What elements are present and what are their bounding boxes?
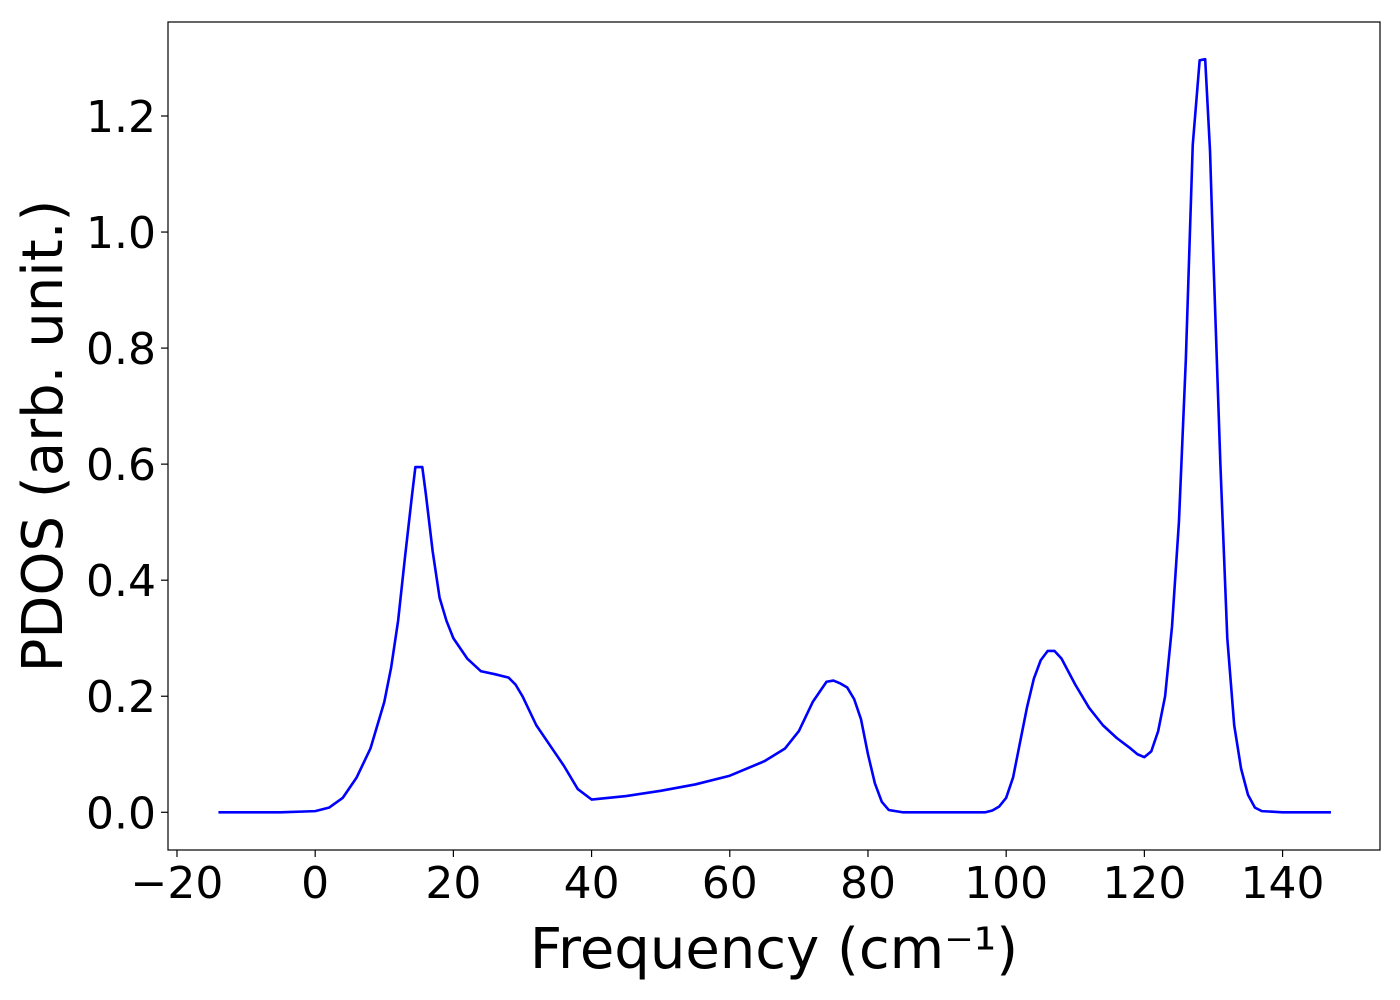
x-tick-label: 40	[564, 858, 620, 909]
y-tick-label: 0.6	[86, 440, 156, 491]
x-tick-label: 80	[840, 858, 896, 909]
x-tick-label: 60	[702, 858, 758, 909]
y-tick-label: 0.8	[86, 324, 156, 375]
x-axis-label: Frequency (cm⁻¹)	[530, 917, 1018, 982]
y-tick-label: 0.4	[86, 556, 156, 607]
data-line	[218, 57, 1331, 814]
plot-frame	[167, 21, 1381, 851]
y-tick-label: 0.0	[86, 788, 156, 839]
y-axis-label: PDOS (arb. unit.)	[11, 200, 76, 673]
x-tick-label: 140	[1241, 858, 1325, 909]
x-tick-label: 100	[964, 858, 1048, 909]
x-tick-label: 120	[1102, 858, 1186, 909]
y-tick-label: 1.2	[86, 92, 156, 143]
x-tick-label: 20	[425, 858, 481, 909]
x-tick-label: −20	[131, 858, 224, 909]
x-tick-label: 0	[301, 858, 329, 909]
y-tick-label: 0.2	[86, 672, 156, 723]
y-tick-label: 1.0	[86, 208, 156, 259]
